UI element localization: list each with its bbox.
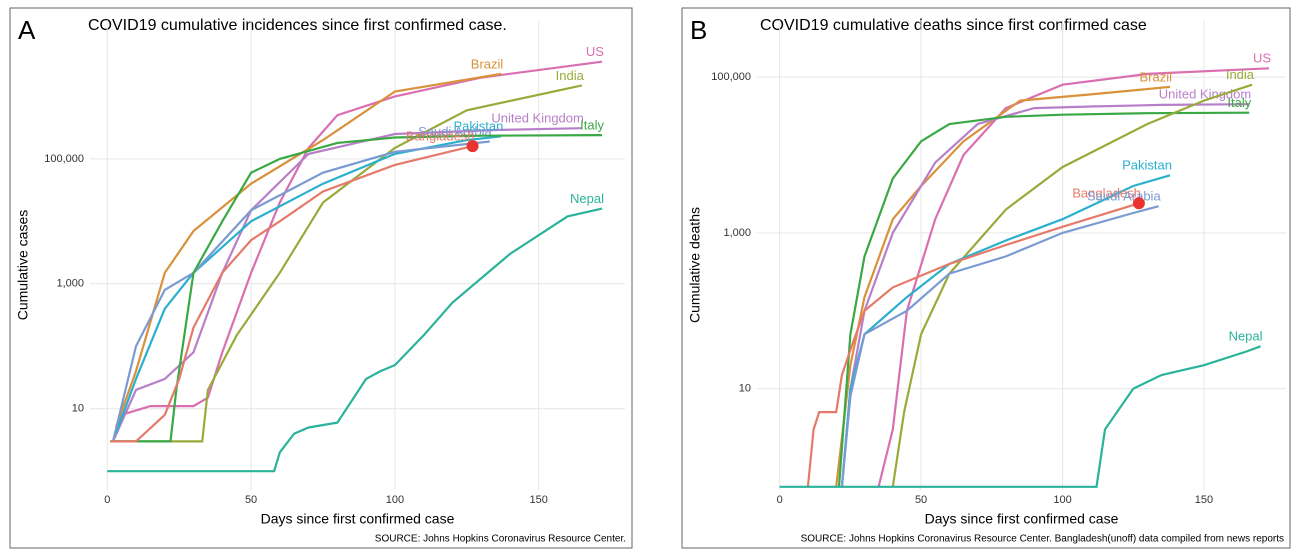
source-note: SOURCE: Johns Hopkins Coronavirus Resour… bbox=[375, 534, 626, 545]
series-line bbox=[111, 127, 582, 442]
series-line bbox=[114, 135, 502, 434]
highlight-point bbox=[466, 140, 479, 153]
series-line bbox=[840, 103, 1250, 487]
y-tick-label: 10 bbox=[72, 403, 84, 415]
series-label: Nepal bbox=[1229, 329, 1263, 344]
series-line bbox=[113, 84, 583, 443]
series-line bbox=[891, 83, 1253, 487]
series-label: US bbox=[586, 44, 604, 59]
series-line bbox=[110, 134, 603, 443]
panel-frame bbox=[9, 7, 633, 549]
series-label: Italy bbox=[580, 118, 604, 133]
x-tick-label: 50 bbox=[245, 494, 257, 506]
y-axis-label: Cumulative cases bbox=[15, 210, 31, 321]
series-label: United Kingdom bbox=[1159, 87, 1252, 102]
series-label: Pakistan bbox=[1122, 158, 1172, 173]
source-note: SOURCE: Johns Hopkins Coronavirus Resour… bbox=[801, 534, 1284, 545]
series-line bbox=[111, 140, 490, 442]
series-label: Nepal bbox=[570, 191, 604, 206]
series-label: Italy bbox=[1227, 95, 1251, 110]
x-tick-label: 100 bbox=[1053, 494, 1071, 506]
x-tick-label: 100 bbox=[386, 494, 404, 506]
highlight-point bbox=[1132, 197, 1145, 210]
y-tick-label: 1,000 bbox=[723, 227, 751, 239]
series-line bbox=[840, 205, 1159, 487]
series-line bbox=[779, 345, 1261, 488]
series-label: India bbox=[1226, 67, 1255, 82]
series-label: Bangladesh bbox=[1072, 186, 1141, 201]
y-tick-label: 100,000 bbox=[711, 71, 751, 83]
series-label: Bangladesh bbox=[406, 129, 475, 144]
chart-title: COVID19 cumulative incidences since firs… bbox=[88, 17, 507, 34]
series-line bbox=[111, 60, 603, 442]
y-tick-label: 1,000 bbox=[56, 278, 84, 290]
panel-letter: B bbox=[690, 15, 707, 45]
series-line bbox=[806, 202, 1140, 487]
y-tick-label: 100,000 bbox=[44, 153, 84, 165]
series-line bbox=[110, 145, 473, 443]
series-line bbox=[835, 85, 1171, 487]
series-line bbox=[107, 207, 603, 473]
series-label: Brazil bbox=[471, 56, 504, 71]
series-label: US bbox=[1253, 51, 1271, 66]
series-line bbox=[114, 72, 502, 428]
series-label: Saudi Arabia bbox=[1087, 189, 1161, 204]
series-label: Brazil bbox=[1140, 69, 1173, 84]
x-tick-label: 0 bbox=[104, 494, 110, 506]
series-line bbox=[877, 67, 1270, 488]
x-tick-label: 150 bbox=[1195, 494, 1213, 506]
panel-letter: A bbox=[18, 15, 36, 45]
series-label: India bbox=[556, 68, 585, 83]
series-label: United Kingdom bbox=[491, 111, 584, 126]
y-tick-label: 10 bbox=[739, 383, 751, 395]
x-axis-label: Days since first confirmed case bbox=[261, 511, 455, 527]
x-tick-label: 50 bbox=[915, 494, 927, 506]
x-tick-label: 0 bbox=[777, 494, 783, 506]
y-axis-label: Cumulative deaths bbox=[687, 207, 703, 323]
panel-frame bbox=[681, 7, 1291, 549]
series-line bbox=[837, 111, 1250, 487]
x-tick-label: 150 bbox=[530, 494, 548, 506]
series-label: Pakistan bbox=[453, 119, 503, 134]
chart-title: COVID19 cumulative deaths since first co… bbox=[760, 17, 1147, 34]
x-axis-label: Days since first confirmed case bbox=[925, 511, 1119, 527]
